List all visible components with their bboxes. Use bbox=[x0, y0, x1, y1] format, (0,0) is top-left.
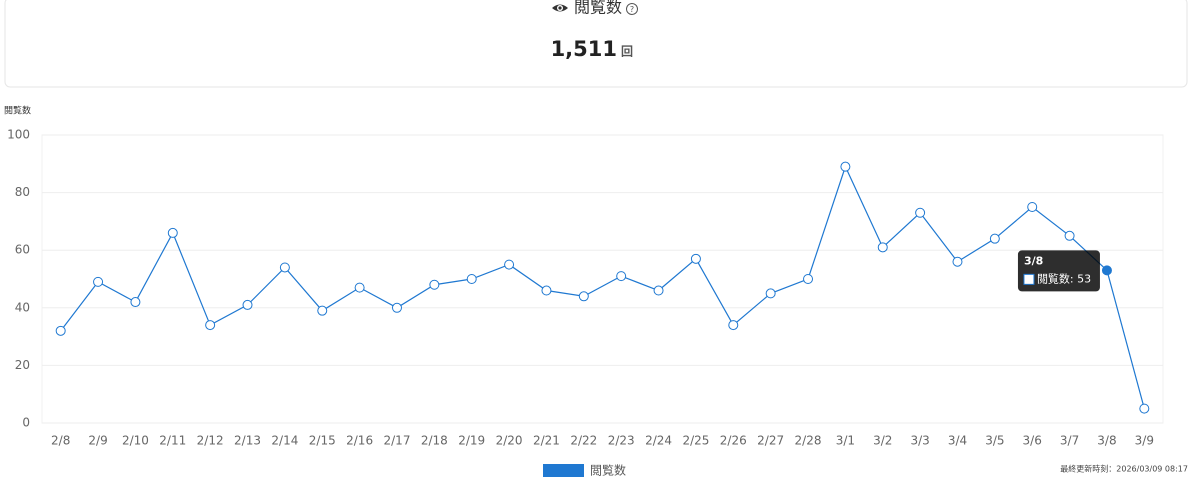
x-tick-label: 2/9 bbox=[88, 434, 107, 448]
x-tick-label: 2/19 bbox=[458, 434, 485, 448]
x-tick-label: 2/26 bbox=[720, 434, 747, 448]
total-unit: 回 bbox=[621, 45, 633, 59]
x-tick-label: 2/21 bbox=[533, 434, 560, 448]
data-point bbox=[803, 274, 814, 284]
x-tick-label: 2/23 bbox=[608, 434, 635, 448]
x-tick-label: 2/12 bbox=[197, 434, 224, 448]
y-tick-label: 0 bbox=[22, 416, 30, 430]
data-point bbox=[728, 320, 739, 331]
card-title: 閲覧数 bbox=[574, 0, 622, 17]
data-point bbox=[616, 271, 627, 282]
x-tick-label: 2/8 bbox=[51, 434, 70, 448]
data-point bbox=[205, 320, 216, 331]
data-point bbox=[55, 325, 66, 336]
y-tick-label: 100 bbox=[7, 128, 30, 142]
x-tick-label: 2/17 bbox=[384, 434, 411, 448]
data-point bbox=[130, 297, 141, 308]
data-point bbox=[653, 285, 664, 296]
x-tick-label: 3/8 bbox=[1097, 434, 1116, 448]
help-icon[interactable]: ? bbox=[626, 3, 638, 15]
data-point bbox=[317, 305, 328, 316]
tooltip-swatch bbox=[1023, 273, 1035, 285]
data-point bbox=[391, 302, 402, 313]
data-point bbox=[1027, 202, 1038, 212]
data-point bbox=[690, 253, 701, 264]
total-value: 1,511 bbox=[551, 37, 617, 61]
y-axis-title: 閲覧数 bbox=[4, 105, 31, 117]
last-updated: 最終更新時刻：2026/03/09 08:17 bbox=[1060, 464, 1188, 474]
x-tick-label: 3/5 bbox=[985, 434, 1004, 448]
data-point bbox=[915, 207, 926, 218]
tooltip-box bbox=[1017, 250, 1100, 292]
y-tick-label: 20 bbox=[15, 358, 30, 372]
x-tick-label: 2/24 bbox=[645, 434, 672, 448]
x-tick-label: 3/4 bbox=[948, 434, 967, 448]
summary-card bbox=[4, 0, 1188, 88]
x-tick-label: 3/9 bbox=[1135, 434, 1154, 448]
x-tick-label: 2/27 bbox=[757, 434, 784, 448]
data-point bbox=[167, 227, 178, 238]
x-tick-label: 2/10 bbox=[122, 434, 149, 448]
data-point bbox=[578, 291, 589, 302]
data-point bbox=[952, 256, 963, 267]
y-tick-label: 80 bbox=[15, 185, 30, 199]
data-point bbox=[1064, 230, 1075, 241]
x-tick-label: 2/16 bbox=[346, 434, 373, 448]
data-point bbox=[765, 288, 776, 299]
x-tick-label: 3/6 bbox=[1023, 434, 1042, 448]
legend-swatch bbox=[543, 464, 584, 477]
x-tick-label: 3/1 bbox=[836, 434, 855, 448]
legend-label: 閲覧数 bbox=[590, 463, 626, 478]
series-line bbox=[60, 165, 1145, 409]
y-tick-label: 60 bbox=[15, 243, 30, 257]
x-tick-label: 2/14 bbox=[271, 434, 298, 448]
x-tick-label: 2/11 bbox=[159, 434, 186, 448]
tooltip: 3/8 閲覧数: 53 bbox=[1017, 250, 1100, 292]
data-point bbox=[877, 242, 888, 253]
tooltip-text: 閲覧数: 53 bbox=[1037, 271, 1091, 285]
x-tick-label: 3/7 bbox=[1060, 434, 1079, 448]
svg-text:?: ? bbox=[630, 5, 634, 14]
data-point bbox=[242, 299, 253, 310]
x-tick-label: 2/15 bbox=[309, 434, 336, 448]
x-tick-label: 2/20 bbox=[496, 434, 523, 448]
data-point bbox=[1101, 265, 1112, 276]
plot-area bbox=[41, 134, 1164, 424]
x-tick-label: 2/28 bbox=[795, 434, 822, 448]
x-tick-label: 2/18 bbox=[421, 434, 448, 448]
eye-icon bbox=[552, 4, 568, 12]
data-point bbox=[504, 259, 515, 270]
data-point bbox=[93, 276, 104, 287]
data-point bbox=[989, 233, 1000, 244]
x-tick-label: 2/25 bbox=[682, 434, 709, 448]
data-point bbox=[429, 279, 440, 290]
x-tick-label: 3/3 bbox=[910, 434, 929, 448]
data-point bbox=[279, 262, 290, 273]
data-point bbox=[466, 274, 477, 284]
x-tick-label: 2/13 bbox=[234, 434, 261, 448]
tooltip-title: 3/8 bbox=[1024, 254, 1043, 267]
data-point bbox=[840, 161, 851, 172]
y-tick-label: 40 bbox=[15, 300, 30, 314]
data-point bbox=[1139, 403, 1150, 414]
x-tick-label: 3/2 bbox=[873, 434, 892, 448]
x-tick-label: 2/22 bbox=[570, 434, 597, 448]
data-point bbox=[541, 285, 552, 296]
data-point bbox=[354, 282, 365, 293]
